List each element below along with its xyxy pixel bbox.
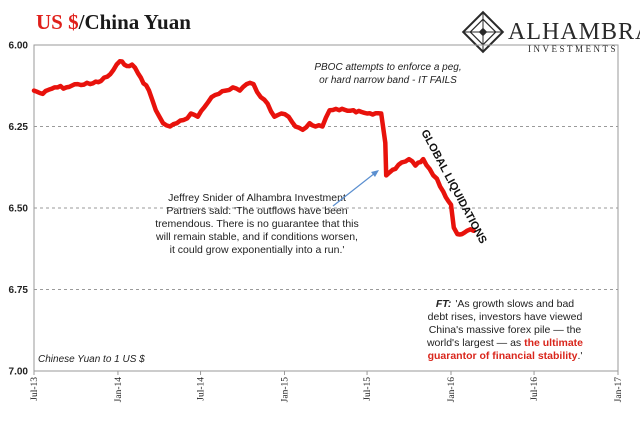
ft-line-2: debt rises, investors have viewed	[428, 311, 583, 323]
annotation-snider: Jeffrey Snider of Alhambra Investment Pa…	[155, 192, 359, 256]
ft-line-5: guarantor of financial stability.'	[428, 350, 583, 362]
x-tick-label: Jul-13	[30, 377, 40, 401]
snider-line-1: Jeffrey Snider of Alhambra Investment	[168, 192, 346, 204]
annotation-arrow	[332, 170, 379, 207]
x-tick-label: Jul-14	[197, 377, 207, 401]
x-axis-ticks: Jul-13 Jan-14 Jul-14 Jan-15 Jul-15 Jan-16 Jul-…	[30, 371, 624, 402]
x-tick-label: Jan-14	[114, 377, 124, 403]
x-tick-label: Jul-15	[363, 377, 373, 401]
snider-line-5: it could grow exponentially into a run.'	[170, 244, 345, 256]
ft-line-4: world's largest — as the ultimate	[426, 337, 583, 349]
y-tick-label: 6.50	[9, 204, 29, 215]
logo-sub: INVESTMENTS	[528, 44, 618, 54]
y-tick-label: 7.00	[9, 367, 29, 378]
x-tick-label: Jul-16	[530, 377, 540, 401]
ft-line-1: FT: 'As growth slows and bad	[436, 298, 574, 310]
x-tick-label: Jan-15	[280, 377, 290, 403]
chart-title: US $/China Yuan	[36, 10, 191, 34]
y-tick-label: 6.25	[9, 122, 29, 133]
y-tick-label: 6.00	[9, 41, 29, 52]
x-tick-label: Jan-17	[614, 377, 624, 403]
alhambra-logo: ALHAMBRA INVESTMENTS	[461, 10, 640, 54]
annotation-pboc-line-2: or hard narrow band - IT FAILS	[319, 75, 457, 86]
gridlines	[34, 126, 618, 290]
series-line	[31, 59, 477, 237]
snider-line-4: will remain stable, and if conditions wo…	[155, 231, 358, 243]
snider-line-3: tremendous. There is no guarantee that t…	[155, 218, 359, 230]
y-tick-label: 6.75	[9, 285, 29, 296]
snider-line-2: Partners said: 'The outflows have been	[166, 205, 347, 217]
ft-line-3: China's massive forex pile — the	[429, 324, 582, 336]
series-label: Chinese Yuan to 1 US $	[38, 354, 145, 365]
y-axis-ticks: 6.00 6.25 6.50 6.75 7.00	[9, 41, 29, 378]
annotation-ft-quote: FT: 'As growth slows and bad debt rises, …	[426, 298, 583, 362]
logo-name: ALHAMBRA	[508, 19, 640, 45]
diamond-lattice-icon	[461, 10, 505, 54]
x-tick-label: Jan-16	[447, 377, 457, 403]
annotation-pboc-line-1: PBOC attempts to enforce a peg,	[314, 62, 461, 73]
